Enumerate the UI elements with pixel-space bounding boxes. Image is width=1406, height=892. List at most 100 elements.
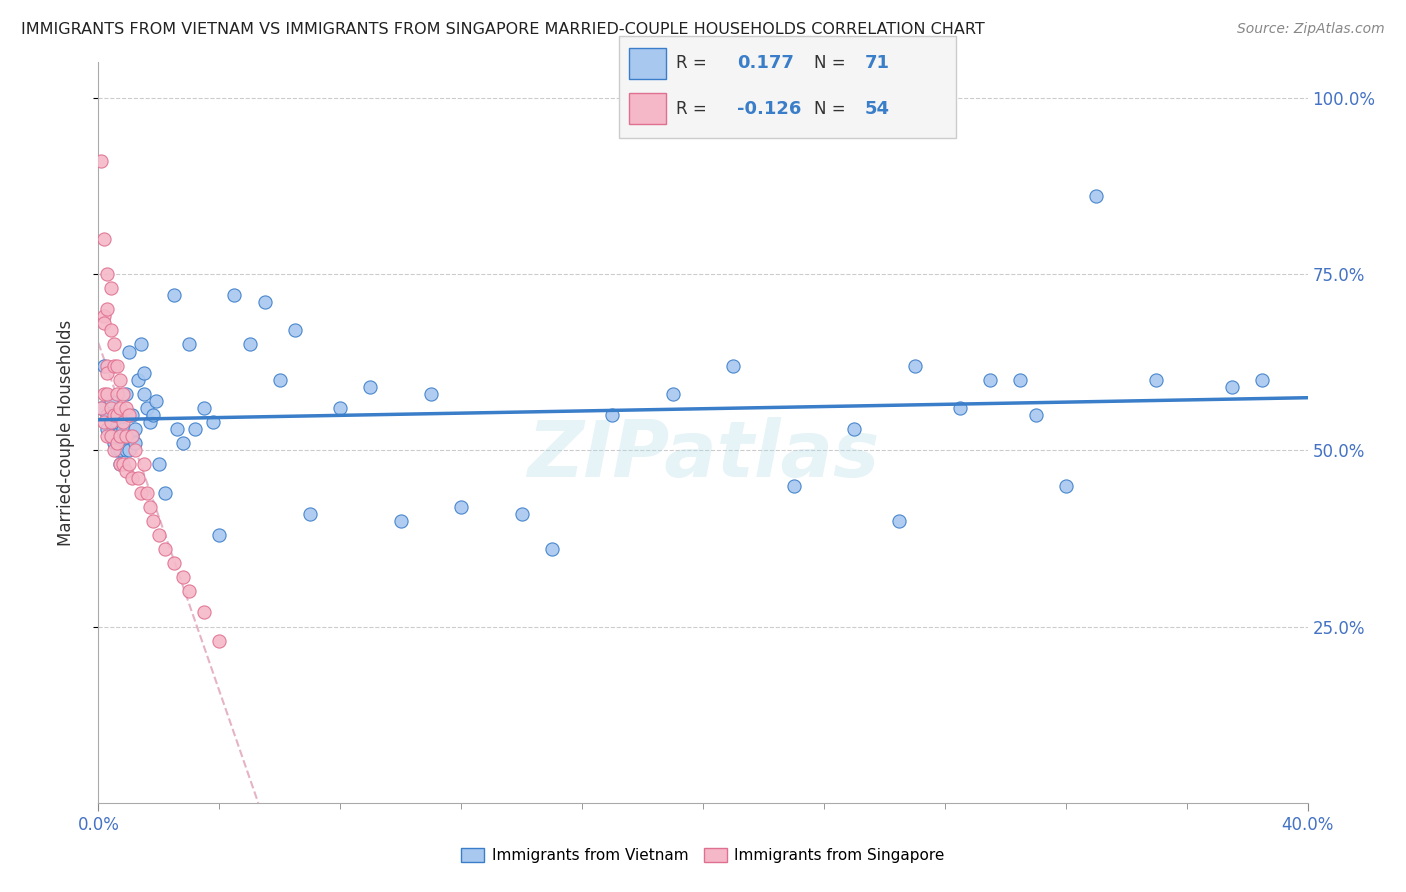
Point [114,401,136,415]
Point [253,295,276,310]
Point [108,429,131,443]
Point [127,471,149,485]
Point [93,387,115,401]
Point [96,408,118,422]
Point [105,436,128,450]
FancyBboxPatch shape [628,48,666,78]
Point [111,458,134,472]
Point [100,323,122,337]
Point [96,422,118,436]
Point [111,422,134,436]
Point [979,373,1001,387]
Point [100,429,122,443]
Point [124,436,146,450]
FancyBboxPatch shape [628,93,666,124]
Point [135,485,157,500]
Point [100,429,122,443]
Point [96,387,118,401]
Point [239,337,262,351]
Point [118,443,141,458]
Point [121,429,143,443]
Legend: Immigrants from Vietnam, Immigrants from Singapore: Immigrants from Vietnam, Immigrants from… [456,842,950,869]
Text: 54: 54 [865,100,890,118]
Point [145,393,167,408]
Point [904,359,927,373]
Point [208,633,231,648]
Point [844,422,866,436]
Point [1054,478,1077,492]
FancyBboxPatch shape [619,36,956,138]
Point [208,528,231,542]
Text: -0.126: -0.126 [737,100,801,118]
Point [193,401,215,415]
Text: IMMIGRANTS FROM VIETNAM VS IMMIGRANTS FROM SINGAPORE MARRIED-COUPLE HOUSEHOLDS C: IMMIGRANTS FROM VIETNAM VS IMMIGRANTS FR… [21,22,984,37]
Point [166,422,188,436]
Point [153,541,176,556]
Point [96,429,118,443]
Point [103,359,125,373]
Point [96,302,118,317]
Point [105,387,128,401]
Text: N =: N = [814,100,851,118]
Point [100,393,122,408]
Point [93,359,115,373]
Point [124,443,146,458]
Point [540,541,562,556]
Point [142,514,165,528]
Point [108,429,131,443]
Point [661,387,683,401]
Point [105,443,128,458]
Point [1010,373,1032,387]
Point [103,443,125,458]
Point [100,401,122,415]
Point [129,485,152,500]
Point [299,507,322,521]
Text: Source: ZipAtlas.com: Source: ZipAtlas.com [1237,22,1385,37]
Point [163,556,186,570]
Point [450,500,472,514]
Point [153,485,176,500]
Point [96,359,118,373]
Point [108,443,131,458]
Point [105,436,128,450]
Point [135,401,157,415]
Point [100,415,122,429]
Point [96,267,118,281]
Point [90,401,112,415]
Point [93,310,115,324]
Point [93,232,115,246]
Text: ZIPatlas: ZIPatlas [527,417,879,493]
Point [510,507,533,521]
Point [93,316,115,330]
Point [132,458,155,472]
Point [179,584,201,599]
Point [103,415,125,429]
Point [184,422,207,436]
Point [121,429,143,443]
Point [121,408,143,422]
Text: 71: 71 [865,54,890,72]
Point [108,458,131,472]
Point [389,514,412,528]
Text: R =: R = [676,54,711,72]
Point [118,458,141,472]
Point [108,401,131,415]
Point [179,337,201,351]
Point [329,401,352,415]
Point [1220,380,1243,394]
Point [269,373,291,387]
Point [124,422,146,436]
Point [602,408,624,422]
Point [111,387,134,401]
Point [121,471,143,485]
Text: 0.177: 0.177 [737,54,793,72]
Point [90,401,112,415]
Point [103,408,125,422]
Point [114,443,136,458]
Point [111,436,134,450]
Point [96,366,118,380]
Point [93,415,115,429]
Point [127,373,149,387]
Point [118,344,141,359]
Point [139,500,162,514]
